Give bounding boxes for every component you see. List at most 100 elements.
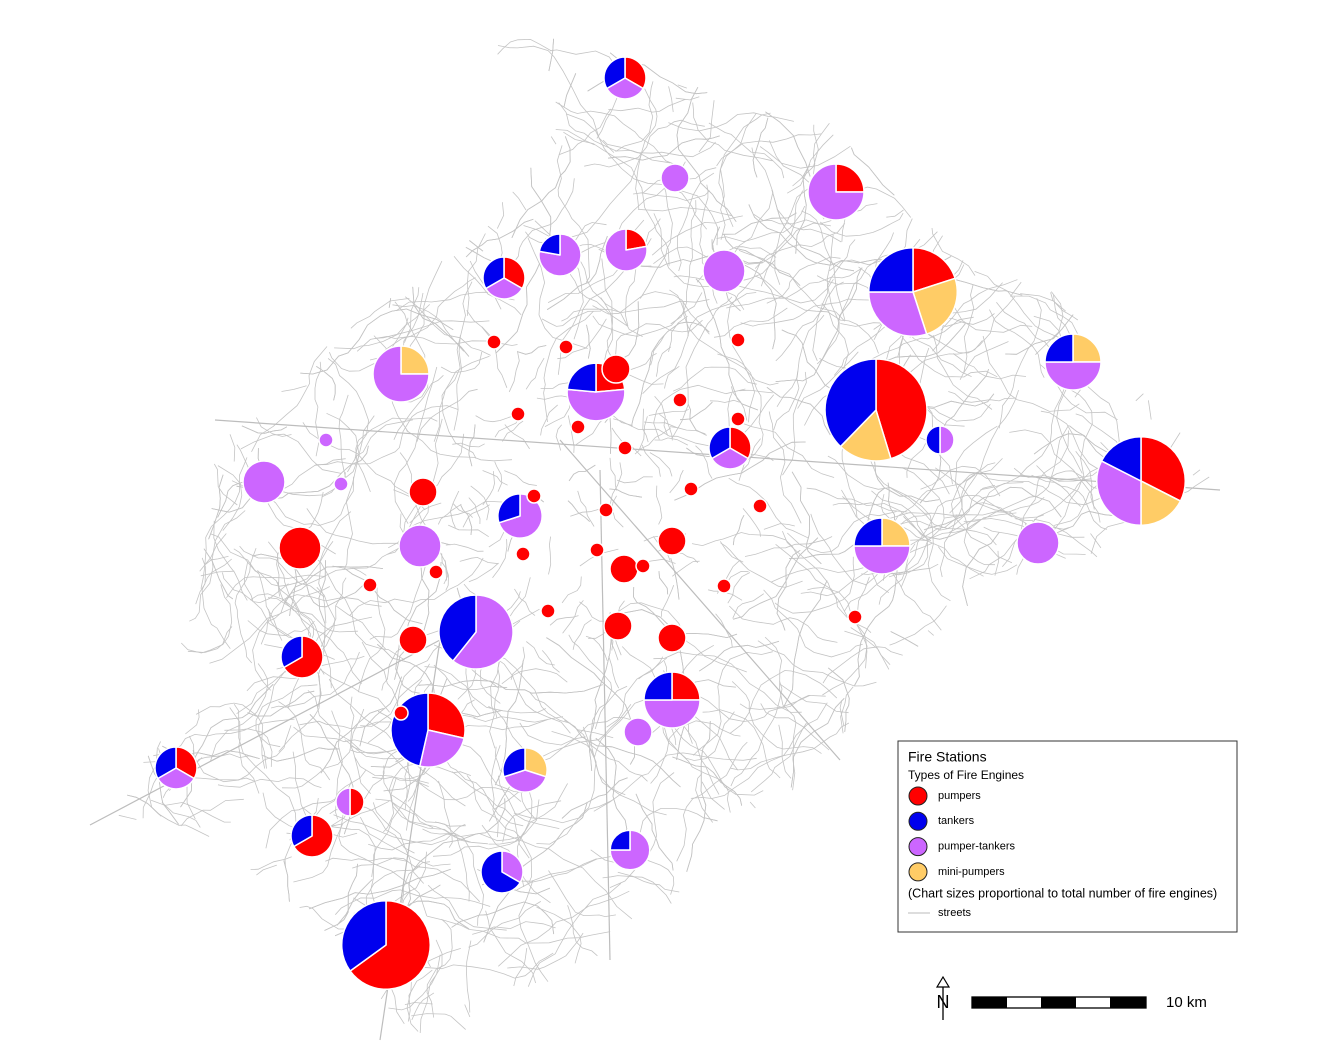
street xyxy=(776,314,825,408)
pie-slice xyxy=(598,502,614,518)
pie-slice xyxy=(730,411,746,427)
street xyxy=(507,932,584,970)
station-chart xyxy=(730,411,746,427)
street xyxy=(630,353,657,370)
street xyxy=(844,563,939,612)
pie-slice xyxy=(853,517,883,547)
street xyxy=(775,281,844,362)
street xyxy=(739,695,811,710)
station-chart xyxy=(603,56,647,100)
street xyxy=(451,771,530,859)
street xyxy=(466,233,486,316)
station-chart xyxy=(1095,435,1187,527)
street xyxy=(1013,467,1092,482)
street xyxy=(293,800,390,883)
street xyxy=(766,386,831,436)
street xyxy=(765,111,811,177)
street xyxy=(335,889,491,915)
street xyxy=(602,875,672,904)
pie-slice xyxy=(349,899,431,990)
street xyxy=(513,800,613,824)
pie-slice xyxy=(1140,480,1182,527)
pie-slice xyxy=(538,233,561,256)
legend-swatch xyxy=(908,811,928,831)
street xyxy=(433,664,508,691)
street xyxy=(388,954,441,1011)
street xyxy=(919,368,989,504)
station-chart xyxy=(438,594,514,670)
street xyxy=(654,437,688,446)
street xyxy=(962,532,1000,606)
street xyxy=(434,821,470,902)
station-chart xyxy=(623,717,653,747)
street xyxy=(567,415,575,453)
street xyxy=(407,969,433,1022)
street xyxy=(699,640,780,672)
street xyxy=(489,658,500,749)
street xyxy=(584,119,705,168)
pie-slice xyxy=(524,747,548,778)
street xyxy=(418,679,603,694)
pie-slice xyxy=(540,603,556,619)
station-chart xyxy=(643,671,701,729)
station-chart xyxy=(617,440,633,456)
street xyxy=(948,391,1017,403)
street xyxy=(851,147,895,196)
street xyxy=(514,588,536,616)
street xyxy=(669,469,684,494)
street xyxy=(561,299,710,322)
street xyxy=(888,467,945,578)
pie-slice xyxy=(601,354,631,384)
street xyxy=(635,88,658,210)
pie-slice xyxy=(853,545,911,575)
pie-slice xyxy=(875,358,928,460)
street xyxy=(529,691,614,739)
street xyxy=(731,279,834,304)
street xyxy=(391,794,466,827)
street xyxy=(1035,291,1064,355)
street xyxy=(732,515,745,546)
street xyxy=(661,714,731,813)
street xyxy=(840,686,854,734)
street xyxy=(1005,314,1074,355)
street xyxy=(713,307,788,338)
street xyxy=(147,755,179,825)
street xyxy=(675,96,700,101)
street xyxy=(748,204,897,266)
station-chart xyxy=(609,554,639,584)
major-road xyxy=(89,639,441,826)
street xyxy=(695,773,714,823)
street xyxy=(187,626,233,653)
street xyxy=(787,511,897,554)
legend-items: pumpers tankers pumper-tankers mini-pumpers xyxy=(908,786,1016,882)
street xyxy=(504,470,537,486)
street xyxy=(931,227,976,276)
station-charts xyxy=(154,56,1187,990)
street xyxy=(650,334,666,366)
station-chart xyxy=(515,546,531,562)
street xyxy=(241,425,288,434)
street xyxy=(495,167,552,354)
pie-slice xyxy=(925,425,941,455)
street xyxy=(1075,451,1101,523)
street xyxy=(127,794,162,817)
street xyxy=(465,218,534,258)
pie-slice xyxy=(486,334,502,350)
street xyxy=(428,750,524,827)
pie-slice xyxy=(290,814,313,848)
legend-label: pumpers xyxy=(938,790,981,802)
street xyxy=(716,205,806,243)
street xyxy=(283,860,290,902)
street xyxy=(424,666,547,714)
street xyxy=(483,801,588,943)
street xyxy=(730,722,850,771)
street xyxy=(638,427,672,451)
street xyxy=(949,518,1085,538)
street xyxy=(453,255,522,316)
street xyxy=(716,133,822,167)
scale-bar: 10 km xyxy=(971,994,1207,1011)
street xyxy=(568,634,613,730)
street xyxy=(267,597,363,684)
street xyxy=(668,315,688,352)
street xyxy=(437,503,462,525)
